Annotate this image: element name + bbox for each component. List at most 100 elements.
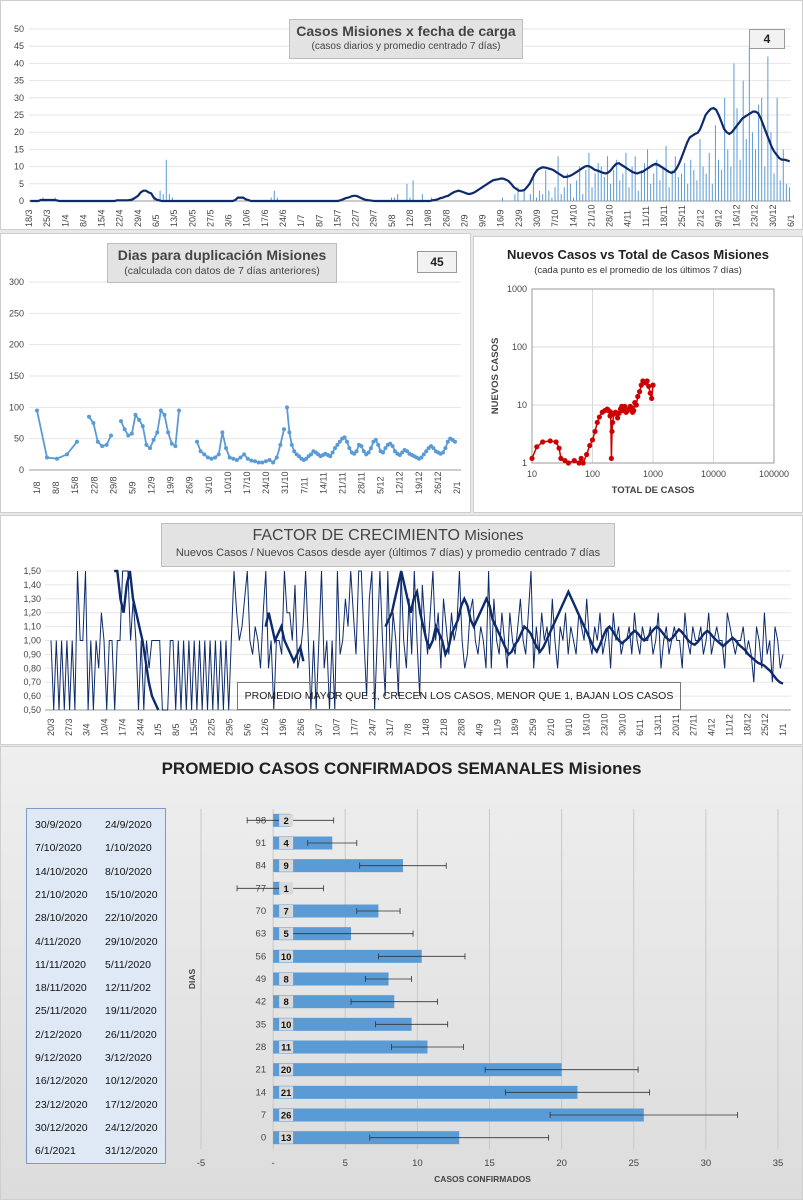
growth-annotation-box: PROMEDIO MAYOR QUE 1, CRECEN LOS CASOS, …: [237, 682, 681, 710]
week-start-date: 24/12/2020: [105, 1121, 158, 1134]
growth-title-suffix: Misiones: [464, 527, 524, 544]
x-tick-label: 2/9: [459, 214, 469, 227]
x-tick-label: 1000: [643, 469, 663, 479]
x-tick-label: 19/9: [166, 476, 176, 494]
week-end-date: 30/12/2020: [35, 1121, 88, 1134]
x-tick-label: 10/4: [100, 718, 110, 736]
value-label: 21: [281, 1088, 292, 1099]
x-tick-label: 16/9: [496, 209, 506, 227]
x-tick-label: 17/7: [350, 718, 360, 736]
week-start-date: 15/10/2020: [105, 888, 158, 901]
x-tick-label: 4/12: [707, 718, 717, 736]
value-label: 10: [281, 1020, 292, 1031]
x-tick-label: 24/6: [278, 209, 288, 227]
x-tick-label: 7/8: [403, 723, 413, 736]
week-end-date: 4/11/2020: [35, 935, 81, 948]
x-tick-label: 18/11: [659, 205, 669, 227]
x-tick-label: 10000: [701, 469, 726, 479]
y-tick-label: 1000: [507, 284, 527, 294]
hbar: [273, 995, 395, 1009]
week-end-date: 25/11/2020: [35, 1005, 87, 1018]
x-tick-label: 5/6: [242, 723, 252, 736]
y-tick-label: 30: [14, 93, 24, 103]
x-tick-label: 28/10: [605, 204, 615, 227]
y-tick-label: 77: [256, 883, 267, 894]
x-tick-label: 29/7: [369, 209, 379, 227]
x-tick-label: 3/10: [204, 476, 214, 494]
doubling-title-box: Dias para duplicación Misiones (calculad…: [107, 243, 337, 283]
value-label: 8: [283, 975, 288, 986]
value-label: 5: [283, 929, 289, 940]
y-tick-label: 21: [256, 1065, 267, 1076]
y-tick-label: 50: [14, 24, 24, 34]
x-tick-label: 24/4: [135, 718, 145, 736]
x-tick-label: 23/9: [514, 209, 524, 227]
week-end-date: 9/12/2020: [35, 1052, 82, 1064]
y-tick-label: 14: [256, 1087, 267, 1098]
y-tick-label: 50: [14, 434, 24, 444]
scatter-point: [649, 395, 655, 401]
avg-line: [30, 106, 791, 203]
week-start-date: 5/11/2020: [105, 958, 151, 971]
x-tick-label: 28/11: [357, 472, 367, 494]
x-tick-label: 22/4: [115, 209, 125, 227]
week-start-date: 24/9/2020: [105, 819, 152, 831]
hbar: [273, 1017, 412, 1031]
y-tick-label: 1,00: [23, 636, 41, 646]
week-start-date: 12/11/202: [105, 982, 151, 995]
week-end-date: 30/9/2020: [35, 819, 82, 831]
growth-factor-svg: 0,50 0,60 0,70 0,80 0,90 1,00 1,10 1,20 1,30 1,40…: [23, 566, 791, 736]
y-tick-label: 42: [256, 997, 267, 1008]
y-tick-label: 0,70: [23, 677, 41, 687]
x-tick-label: 10: [412, 1158, 423, 1169]
week-end-date: 6/1/2021: [35, 1145, 76, 1158]
x-tick-label: 2/10: [546, 718, 556, 736]
scatter-point: [638, 382, 644, 388]
y-tick-label: 0,80: [23, 663, 41, 673]
x-tick-label: 27/3: [64, 718, 74, 736]
plot-frame: [531, 288, 775, 464]
week-start-date: 19/11/2020: [105, 1005, 157, 1018]
x-tick-label: 30/12: [768, 204, 778, 227]
x-tick-label: -: [272, 1158, 275, 1169]
y-tick-label: 28: [256, 1042, 267, 1053]
x-tick-label: 10/7: [332, 718, 342, 736]
x-tick-label: 25: [628, 1158, 639, 1169]
value-label-bg: [279, 882, 294, 895]
scatter-point: [633, 402, 639, 408]
scatter-point: [540, 439, 546, 445]
scatter-point: [576, 460, 582, 466]
scatter-point: [571, 457, 577, 464]
value-label-bg: [279, 837, 294, 849]
value-label-bg: [279, 973, 294, 985]
y-tick-label: 98: [256, 815, 267, 826]
x-tick-label: 100: [585, 469, 600, 479]
x-tick-label: 6/5: [151, 214, 161, 227]
x-tick-label: 10: [527, 469, 537, 479]
scatter-point: [553, 439, 559, 445]
week-start-date: 3/12/2020: [105, 1052, 152, 1064]
value-label: 8: [283, 997, 288, 1008]
value-label-bg: [279, 1041, 294, 1053]
x-tick-label: 8/8: [51, 481, 61, 494]
x-tick-label: 1/5: [153, 723, 163, 736]
week-date-legend: 30/9/2020 24/9/2020 7/10/2020 1/10/2020 14/1…: [26, 808, 166, 1164]
avg-factor-line: [114, 569, 160, 711]
scatter-point: [565, 460, 572, 466]
y-tick-label: 250: [9, 308, 24, 318]
x-tick-label: 12/12: [395, 471, 405, 494]
x-tick-label: 3/7: [314, 723, 324, 736]
scatter-point: [635, 393, 641, 400]
x-tick-label: 26/8: [441, 209, 451, 227]
x-tick-label: 2/12: [695, 209, 705, 227]
daily-cases-title-box: Casos Misiones x fecha de carga (casos d…: [289, 19, 523, 59]
x-tick-label: 13/5: [169, 209, 179, 227]
x-tick-label: 5/8: [387, 214, 397, 227]
value-label-bg: [279, 1109, 294, 1121]
x-tick-label: 100000: [759, 469, 789, 479]
growth-title-box: FACTOR DE CRECIMIENTO Misiones Nuevos Ca…: [161, 523, 615, 567]
scatter-point: [650, 382, 656, 388]
growth-subtitle: Nuevos Casos / Nuevos Casos desde ayer (…: [175, 547, 601, 559]
x-tick-label: 10/6: [242, 209, 252, 227]
